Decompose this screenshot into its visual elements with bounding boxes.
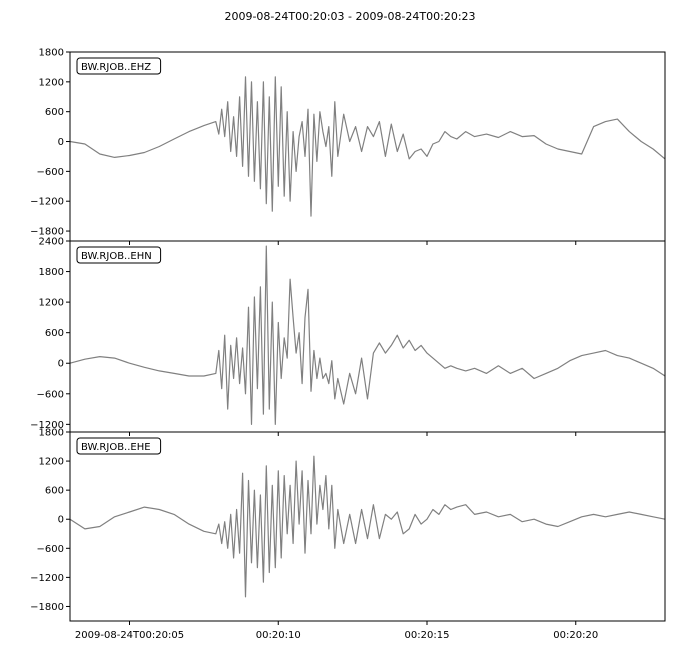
channel-label: BW.RJOB..EHZ	[76, 57, 162, 75]
trace-panel-2: −1200 −600 0 600 1200 1800 2400 BW.RJOB..EHN	[30, 237, 666, 436]
channel-label: BW.RJOB..EHE	[76, 437, 162, 455]
y-tick-label: 600	[45, 107, 64, 118]
y-tick-label: 0	[58, 515, 64, 526]
trace-line	[69, 455, 666, 598]
y-tick-label: 600	[45, 486, 64, 497]
channel-label-text: BW.RJOB..EHE	[81, 442, 151, 453]
x-tick-label: 00:20:20	[553, 630, 598, 641]
trace-panel-1: −1800 −1200 −600 0 600 1200 1800 BW.RJOB..EHZ	[30, 48, 666, 245]
y-tick-label: −600	[37, 389, 64, 400]
y-tick-label: 1800	[39, 48, 64, 59]
x-tick-label: 00:20:10	[256, 630, 301, 641]
y-tick-label: −1200	[30, 197, 64, 208]
axes-frame	[69, 431, 666, 622]
y-tick-label: 1800	[39, 267, 64, 278]
channel-label-text: BW.RJOB..EHZ	[81, 62, 151, 73]
trace-line	[69, 76, 666, 217]
y-tick-label: −1200	[30, 420, 64, 431]
channel-label-text: BW.RJOB..EHN	[81, 251, 152, 262]
figure-title: 2009-08-24T00:20:03 - 2009-08-24T00:20:2…	[224, 10, 476, 23]
channel-label: BW.RJOB..EHN	[76, 246, 162, 264]
y-tick-label: 600	[45, 328, 64, 339]
y-tick-label: 2400	[39, 237, 64, 248]
trace-line	[69, 245, 666, 425]
y-tick-label: 0	[58, 137, 64, 148]
y-tick-label: −1800	[30, 602, 64, 613]
channel-label-box	[76, 57, 162, 75]
axes-frame	[69, 240, 666, 433]
y-tick-label: 0	[58, 359, 64, 370]
y-tick-label: 1200	[39, 77, 64, 88]
y-tick-label: −1800	[30, 227, 64, 238]
y-tick-label: −1200	[30, 573, 64, 584]
y-tick-label: −600	[37, 544, 64, 555]
y-tick-label: 1200	[39, 457, 64, 468]
x-tick-label: 00:20:15	[405, 630, 450, 641]
y-tick-label: 1200	[39, 298, 64, 309]
channel-label-box	[76, 437, 162, 455]
y-tick-label: −600	[37, 167, 64, 178]
channel-label-box	[76, 246, 162, 264]
trace-panel-3: −1800 −1200 −600 0 600 1200 1800 2009-08-24T00:…	[30, 428, 666, 641]
y-tick-label: 1800	[39, 428, 64, 439]
x-tick-label: 2009-08-24T00:20:05	[75, 630, 184, 641]
